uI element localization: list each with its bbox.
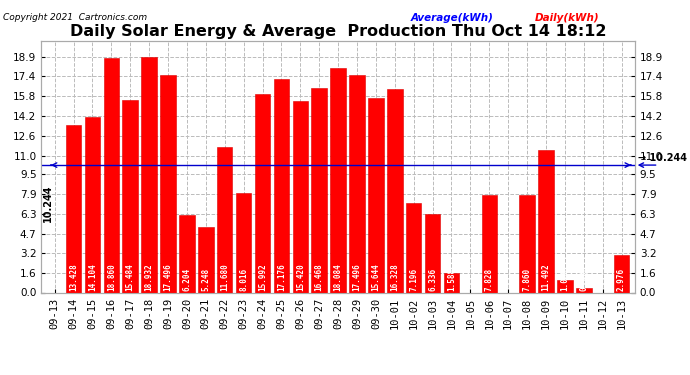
Bar [160,75,176,292]
Bar [236,193,251,292]
Text: 13.428: 13.428 [69,263,78,291]
Bar [406,203,422,292]
Bar [482,195,497,292]
Bar [538,150,554,292]
Text: 7.860: 7.860 [522,267,531,291]
Bar [122,100,138,292]
Bar [614,255,629,292]
Bar [85,117,100,292]
Bar [198,227,214,292]
Text: 8.016: 8.016 [239,267,248,291]
Bar [293,101,308,292]
Bar [217,147,233,292]
Text: 6.336: 6.336 [428,267,437,291]
Text: 10.244: 10.244 [43,184,53,222]
Text: 18.084: 18.084 [333,263,343,291]
Bar [66,126,81,292]
Text: 0.368: 0.368 [580,267,589,291]
Title: Daily Solar Energy & Average  Production Thu Oct 14 18:12: Daily Solar Energy & Average Production … [70,24,607,39]
Text: 17.496: 17.496 [164,263,172,291]
Text: 2.976: 2.976 [617,267,626,291]
Bar [576,288,591,292]
Bar [104,58,119,292]
Text: 15.992: 15.992 [258,263,267,291]
Bar [425,214,440,292]
Text: 18.932: 18.932 [145,263,154,291]
Text: 11.680: 11.680 [220,263,229,291]
Bar [274,79,289,292]
Text: 1.588: 1.588 [447,267,456,291]
Text: 14.104: 14.104 [88,263,97,291]
Text: 16.468: 16.468 [315,263,324,291]
Text: Average(kWh): Average(kWh) [411,13,493,23]
Text: 15.484: 15.484 [126,263,135,291]
Text: → 10.244: → 10.244 [638,153,687,163]
Bar [179,215,195,292]
Bar [311,88,327,292]
Text: 17.496: 17.496 [353,263,362,291]
Bar [557,280,573,292]
Text: 18.860: 18.860 [107,263,116,291]
Text: 15.420: 15.420 [296,263,305,291]
Bar [368,98,384,292]
Text: 15.644: 15.644 [371,263,380,291]
Text: 1.000: 1.000 [560,267,569,291]
Bar [331,68,346,292]
Bar [141,57,157,292]
Text: 17.176: 17.176 [277,263,286,291]
Text: 6.204: 6.204 [182,267,191,291]
Text: 11.492: 11.492 [542,263,551,291]
Text: 16.328: 16.328 [391,263,400,291]
Text: Daily(kWh): Daily(kWh) [535,13,600,23]
Bar [387,89,402,292]
Text: Copyright 2021  Cartronics.com: Copyright 2021 Cartronics.com [3,13,148,22]
Bar [255,94,270,292]
Text: 7.196: 7.196 [409,267,418,291]
Bar [349,75,365,292]
Bar [520,195,535,292]
Text: 5.248: 5.248 [201,267,210,291]
Text: 7.828: 7.828 [485,267,494,291]
Bar [444,273,460,292]
